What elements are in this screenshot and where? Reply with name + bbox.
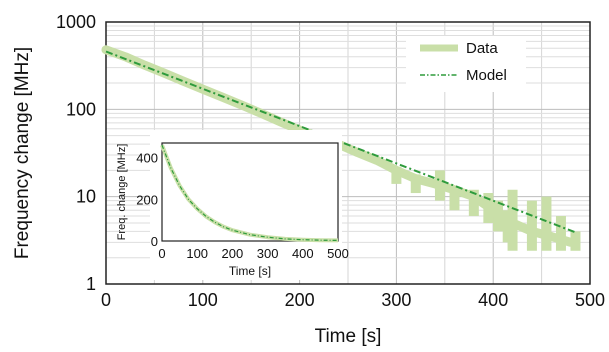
inset-x-tick-label: 200 bbox=[222, 246, 244, 261]
inset-y-tick-label: 0 bbox=[151, 234, 158, 249]
legend: Data Model bbox=[406, 36, 526, 92]
x-tick-label: 200 bbox=[285, 290, 315, 310]
inset-x-tick-label: 400 bbox=[292, 246, 314, 261]
inset-y-tick-label: 200 bbox=[136, 192, 158, 207]
main-x-ticks: 0 100 200 300 400 500 bbox=[101, 290, 605, 310]
y-tick-label: 10 bbox=[76, 187, 96, 207]
inset-plot-frame bbox=[161, 142, 339, 242]
inset-series-model-line bbox=[161, 144, 339, 241]
x-tick-label: 100 bbox=[188, 290, 218, 310]
inset-data-layer bbox=[160, 144, 339, 243]
main-y-ticks: 1 10 100 1000 bbox=[56, 12, 96, 294]
y-tick-label: 1 bbox=[86, 274, 96, 294]
legend-data-label: Data bbox=[466, 40, 498, 57]
inset-x-tick-label: 0 bbox=[158, 246, 165, 261]
inset-y-axis-label: Freq. change [MHz] bbox=[116, 144, 128, 241]
x-tick-label: 400 bbox=[478, 290, 508, 310]
main-y-axis-label: Frequency change [MHz] bbox=[12, 47, 33, 259]
legend-model-label: Model bbox=[466, 67, 507, 84]
inset-y-tick-label: 400 bbox=[136, 151, 158, 166]
y-tick-label: 100 bbox=[66, 99, 96, 119]
inset-x-tick-label: 100 bbox=[186, 246, 208, 261]
inset-x-tick-label: 300 bbox=[257, 246, 279, 261]
x-tick-label: 300 bbox=[381, 290, 411, 310]
main-x-axis-label: Time [s] bbox=[315, 326, 382, 347]
inset-x-ticks: 0 100 200 300 400 500 bbox=[158, 246, 348, 261]
y-tick-label: 1000 bbox=[56, 12, 96, 32]
inset-y-ticks: 0 200 400 bbox=[136, 151, 158, 249]
inset-x-tick-label: 500 bbox=[327, 246, 349, 261]
x-tick-label: 500 bbox=[575, 290, 605, 310]
main-plot-frame bbox=[105, 21, 591, 285]
inset-x-axis-label: Time [s] bbox=[229, 264, 271, 278]
x-tick-label: 0 bbox=[101, 290, 111, 310]
